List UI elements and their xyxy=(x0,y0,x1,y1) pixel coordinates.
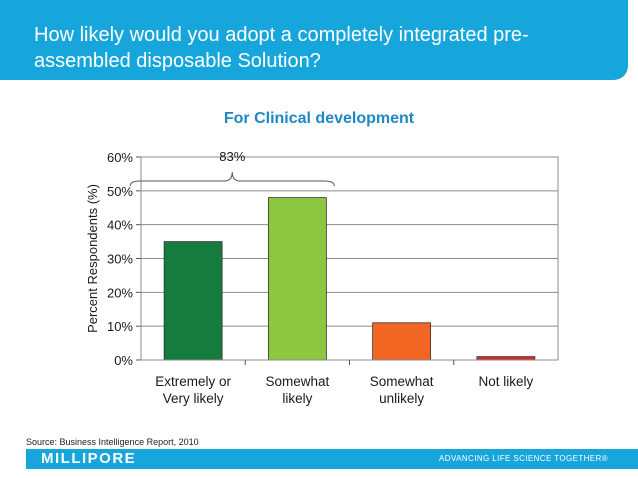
x-category-label: Very likely xyxy=(163,391,224,406)
annotation-label: 83% xyxy=(219,149,245,164)
y-tick-label: 50% xyxy=(107,184,133,199)
x-category-label: Somewhat xyxy=(370,374,434,389)
y-tick-label: 30% xyxy=(107,252,133,267)
y-tick-label: 10% xyxy=(107,319,133,334)
x-category-label: likely xyxy=(282,391,312,406)
brace-annotation xyxy=(129,171,335,187)
bar xyxy=(372,322,432,361)
slide-title: How likely would you adopt a completely … xyxy=(34,24,529,72)
y-tick-label: 40% xyxy=(107,218,133,233)
y-tick-label: 20% xyxy=(107,285,133,300)
source-note: Source: Business Intelligence Report, 20… xyxy=(26,437,199,447)
bar-chart: 0% 10% 20% 30% 40% 50% 60% Extremely or Very lik… xyxy=(85,149,559,406)
tagline: ADVANCING LIFE SCIENCE TOGETHER® xyxy=(439,454,608,463)
y-tick-label: 0% xyxy=(114,353,133,368)
y-axis-label: Percent Respondents (%) xyxy=(85,184,100,333)
footer-bar: MILLIPORE ADVANCING LIFE SCIENCE TOGETHE… xyxy=(26,449,638,469)
title-banner: How likely would you adopt a completely … xyxy=(0,0,628,80)
y-tick-label: 60% xyxy=(107,150,133,165)
x-category-label: Extremely or xyxy=(155,374,231,389)
bar xyxy=(476,356,536,361)
bar xyxy=(163,241,223,361)
bar xyxy=(267,197,327,361)
x-category-label: Somewhat xyxy=(265,374,329,389)
chart-title: For Clinical development xyxy=(223,110,415,127)
millipore-logo: MILLIPORE xyxy=(41,450,137,467)
x-category-label: Not likely xyxy=(478,374,533,389)
x-category-label: unlikely xyxy=(379,391,424,406)
